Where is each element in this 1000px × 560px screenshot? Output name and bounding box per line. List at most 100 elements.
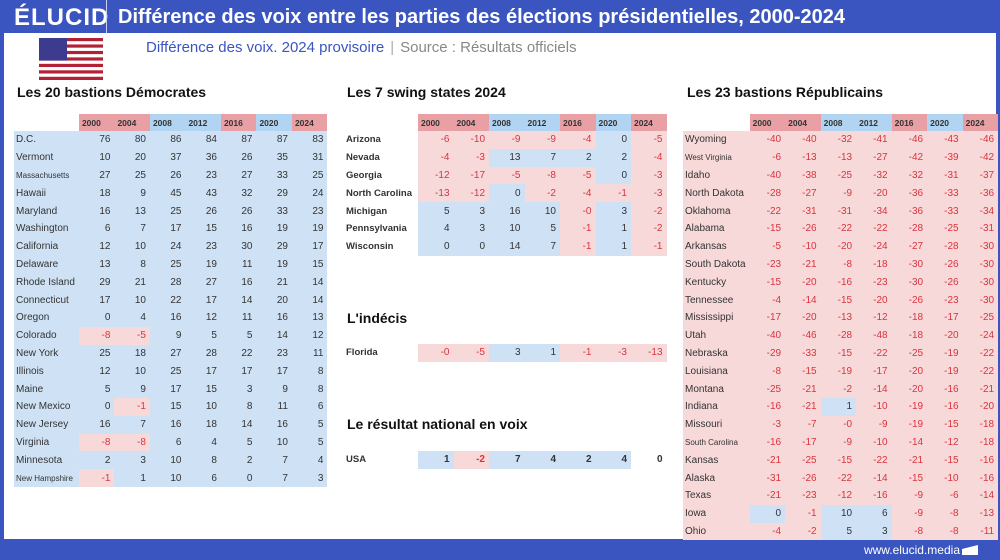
vote-margin-2000: 0 <box>749 504 786 523</box>
state-name: South Dakota <box>683 255 750 274</box>
vote-margin-2016: 16 <box>220 273 257 292</box>
elucid-logo: ÉLUCID <box>14 4 110 31</box>
table-row: New Jersey 16 7 16 18 14 16 5 <box>14 415 328 434</box>
vote-margin-2016: 87 <box>220 131 257 149</box>
vote-margin-2000: -40 <box>749 131 786 149</box>
state-name: New Mexico <box>14 397 79 416</box>
subtitle-text: Différence des voix. 2024 provisoire <box>146 39 385 56</box>
vote-margin-2004: 25 <box>114 166 150 185</box>
table-row: North Dakota -28 -27 -9 -20 -36 -33 -36 <box>683 184 999 203</box>
vote-margin-2004: 3 <box>453 219 489 238</box>
table-row: Utah -40 -46 -28 -48 -18 -20 -24 <box>683 326 999 345</box>
state-name: Ohio <box>683 522 750 541</box>
vote-margin-2016: -4 <box>560 131 596 149</box>
dem-strongholds-table: 2000 2004 2008 2012 2016 2020 2024 D.C. 76 80 86 84… <box>14 114 328 487</box>
vote-margin-2016: -32 <box>891 166 928 185</box>
table-row: Vermont 10 20 37 36 26 35 31 <box>14 148 328 167</box>
vote-margin-2016: 2 <box>220 451 257 470</box>
vote-margin-2012: -18 <box>856 255 892 274</box>
year-header-2012: 2012 <box>524 114 560 131</box>
vote-margin-2000: 2 <box>78 451 115 470</box>
vote-margin-2008: -16 <box>820 273 857 292</box>
vote-margin-2024: 5 <box>291 415 328 434</box>
vote-margin-2020: -26 <box>927 273 963 292</box>
footer-url[interactable]: www.elucid.media <box>863 543 960 557</box>
vote-margin-2004: -17 <box>785 433 821 452</box>
state-name: Alaska <box>683 469 750 487</box>
vote-margin-2004: -31 <box>785 202 821 220</box>
vote-margin-2024: -37 <box>962 166 999 185</box>
state-name: Mississippi <box>683 308 750 327</box>
state-name: South Carolina <box>683 433 750 452</box>
vote-margin-2024: 3 <box>291 469 328 487</box>
vote-margin-2016: -8 <box>891 522 928 541</box>
vote-margin-2024: 8 <box>291 380 328 398</box>
table-row: Minnesota 2 3 10 8 2 7 4 <box>14 451 328 470</box>
vote-margin-2000: 17 <box>78 291 115 309</box>
vote-margin-2012: 43 <box>185 184 221 203</box>
vote-margin-2016: 0 <box>220 469 257 487</box>
vote-margin-2024: -31 <box>962 219 999 238</box>
vote-margin-2020: 4 <box>595 451 631 469</box>
vote-margin-2016: 3 <box>220 380 257 398</box>
vote-margin-2004: -40 <box>785 131 821 149</box>
vote-margin-2004: 10 <box>114 237 150 256</box>
vote-margin-2012: 10 <box>524 202 560 220</box>
vote-margin-2020: 14 <box>256 326 292 345</box>
vote-margin-2016: 5 <box>220 326 257 345</box>
vote-margin-2024: -22 <box>962 362 999 381</box>
vote-margin-2012: 23 <box>185 166 221 185</box>
vote-margin-2020: 16 <box>256 308 292 327</box>
vote-margin-2016: -0 <box>560 202 596 220</box>
vote-margin-2012: -12 <box>856 308 892 327</box>
vote-margin-2004: -20 <box>785 273 821 292</box>
vote-margin-2008: -9 <box>820 433 857 452</box>
vote-margin-2016: -42 <box>891 148 928 167</box>
vote-margin-2008: -13 <box>820 148 857 167</box>
vote-margin-2008: -31 <box>820 202 857 220</box>
vote-margin-2024: -16 <box>962 469 999 487</box>
table-row: Wisconsin 0 0 14 7 -1 1 -1 <box>344 237 667 256</box>
vote-margin-2008: 10 <box>489 219 525 238</box>
vote-margin-2024: -34 <box>962 202 999 220</box>
vote-margin-2024: -30 <box>962 255 999 274</box>
vote-margin-2020: 10 <box>256 433 292 452</box>
vote-margin-2008: -15 <box>820 344 857 363</box>
vote-margin-2020: 19 <box>256 219 292 238</box>
vote-margin-2004: -27 <box>785 184 821 203</box>
vote-margin-2004: -38 <box>785 166 821 185</box>
vote-margin-2008: -8 <box>820 255 857 274</box>
vote-margin-2000: 10 <box>78 148 115 167</box>
state-name: Michigan <box>346 205 388 217</box>
vote-margin-2016: 32 <box>220 184 257 203</box>
vote-margin-2004: -15 <box>785 362 821 381</box>
vote-margin-2000: -28 <box>749 184 786 203</box>
vote-margin-2000: -29 <box>749 344 786 363</box>
vote-margin-2020: -15 <box>927 415 963 434</box>
vote-margin-2016: 27 <box>220 166 257 185</box>
vote-margin-2012: -14 <box>856 380 892 398</box>
vote-margin-2016: -5 <box>560 166 596 185</box>
year-header-2012: 2012 <box>185 114 221 131</box>
state-name: USA <box>346 454 367 466</box>
vote-margin-2004: 7 <box>114 219 150 238</box>
vote-margin-2020: -39 <box>927 148 963 167</box>
vote-margin-2008: 1 <box>820 397 857 416</box>
vote-margin-2012: -32 <box>856 166 892 185</box>
table-row: Missouri -3 -7 -0 -9 -19 -15 -18 <box>683 415 999 434</box>
vote-margin-2020: 3 <box>595 202 631 220</box>
vote-margin-2020: -25 <box>927 219 963 238</box>
year-header-2008: 2008 <box>820 114 857 131</box>
vote-margin-2024: 83 <box>291 131 328 149</box>
vote-margin-2000: -15 <box>749 219 786 238</box>
table-row: New Hampshire -1 1 10 6 0 7 3 <box>14 469 328 487</box>
header-row: 2000 2004 2008 2012 2016 2020 2024 <box>683 114 999 131</box>
state-name: Alabama <box>683 219 750 238</box>
vote-margin-2016: -36 <box>891 202 928 220</box>
header-row: 2000 2004 2008 2012 2016 2020 2024 <box>344 114 667 131</box>
vote-margin-2004: -8 <box>114 433 150 452</box>
vote-margin-2024: 4 <box>291 451 328 470</box>
swing-states-title: Les 7 swing states 2024 <box>347 84 506 100</box>
vote-margin-2020: -19 <box>927 362 963 381</box>
vote-margin-2024: -3 <box>631 184 667 203</box>
